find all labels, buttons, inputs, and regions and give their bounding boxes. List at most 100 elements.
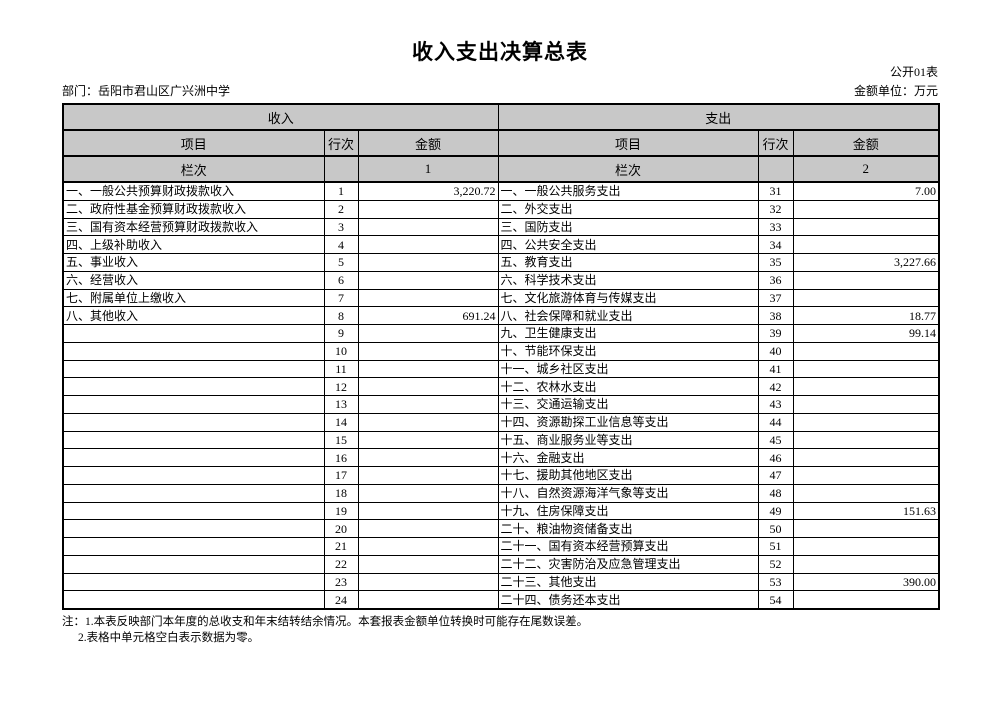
expense-amount-cell — [792, 554, 940, 574]
income-amount-cell — [357, 572, 499, 592]
expense-amount-cell — [792, 377, 940, 396]
income-item-cell — [62, 395, 325, 414]
table-row: 11 十一、城乡社区支出 41 — [62, 359, 940, 379]
expense-line-cell: 32 — [757, 199, 794, 219]
expense-section-header: 支出 — [497, 103, 940, 131]
income-amount-cell — [357, 217, 499, 237]
income-line-cell: 6 — [323, 270, 359, 290]
expense-item-cell: 十八、自然资源海洋气象等支出 — [497, 483, 759, 503]
table-row: 七、附属单位上缴收入 7 七、文化旅游体育与传媒支出 37 — [62, 288, 940, 308]
expense-line-cell: 48 — [757, 483, 794, 503]
income-line-cell: 4 — [323, 235, 359, 254]
expense-amount-cell — [792, 466, 940, 485]
section-header-row: 收入 支出 — [62, 103, 940, 131]
expense-amount-header: 金额 — [792, 129, 940, 157]
income-item-cell — [62, 501, 325, 521]
expense-amount-cell — [792, 590, 940, 610]
table-row: 三、国有资本经营预算财政拨款收入 3 三、国防支出 33 — [62, 217, 940, 237]
expense-line-cell: 51 — [757, 537, 794, 556]
table-row: 23 二十三、其他支出 53 390.00 — [62, 572, 940, 592]
income-line-cell: 17 — [323, 466, 359, 485]
income-item-cell — [62, 430, 325, 450]
expense-item-cell: 三、国防支出 — [497, 217, 759, 237]
expense-item-cell: 十、节能环保支出 — [497, 341, 759, 361]
income-line-cell: 11 — [323, 359, 359, 379]
income-amount-cell — [357, 537, 499, 556]
expense-item-cell: 十四、资源勘探工业信息等支出 — [497, 412, 759, 432]
expense-amount-cell: 99.14 — [792, 324, 940, 343]
expense-amount-cell — [792, 448, 940, 467]
income-line-cell: 10 — [323, 341, 359, 361]
income-index-label: 栏次 — [62, 155, 325, 183]
page-title: 收入支出决算总表 — [412, 40, 588, 64]
income-item-cell: 四、上级补助收入 — [62, 235, 325, 254]
expense-item-cell: 十六、金融支出 — [497, 448, 759, 467]
expense-line-cell: 44 — [757, 412, 794, 432]
income-item-cell — [62, 590, 325, 610]
income-item-cell — [62, 359, 325, 379]
income-amount-cell — [357, 501, 499, 521]
expense-line-cell: 43 — [757, 395, 794, 414]
department-label: 部门：岳阳市君山区广兴洲中学 — [62, 84, 231, 98]
expense-amount-cell: 390.00 — [792, 572, 940, 592]
income-amount-cell — [357, 341, 499, 361]
income-line-cell: 21 — [323, 537, 359, 556]
expense-amount-cell: 3,227.66 — [792, 253, 940, 272]
expense-amount-cell — [792, 359, 940, 379]
unit-label: 金额单位：万元 — [853, 84, 938, 98]
expense-line-cell: 42 — [757, 377, 794, 396]
expense-item-cell: 十二、农林水支出 — [497, 377, 759, 396]
expense-line-cell: 37 — [757, 288, 794, 308]
table-row: 15 十五、商业服务业等支出 45 — [62, 430, 940, 450]
expense-item-cell: 四、公共安全支出 — [497, 235, 759, 254]
table-row: 18 十八、自然资源海洋气象等支出 48 — [62, 483, 940, 503]
income-line-cell: 15 — [323, 430, 359, 450]
income-item-cell — [62, 519, 325, 538]
income-amount-cell — [357, 554, 499, 574]
income-line-cell: 23 — [323, 572, 359, 592]
table-row: 9 九、卫生健康支出 39 99.14 — [62, 324, 940, 343]
table-row: 14 十四、资源勘探工业信息等支出 44 — [62, 412, 940, 432]
income-item-cell: 五、事业收入 — [62, 253, 325, 272]
table-row: 八、其他收入 8 691.24 八、社会保障和就业支出 38 18.77 — [62, 306, 940, 325]
income-item-cell: 一、一般公共预算财政拨款收入 — [62, 181, 325, 201]
expense-item-cell: 六、科学技术支出 — [497, 270, 759, 290]
income-amount-cell — [357, 466, 499, 485]
expense-item-cell: 十五、商业服务业等支出 — [497, 430, 759, 450]
income-amount-cell — [357, 270, 499, 290]
income-line-header: 行次 — [323, 129, 359, 157]
income-line-cell: 1 — [323, 181, 359, 201]
expense-line-cell: 40 — [757, 341, 794, 361]
expense-amount-cell — [792, 519, 940, 538]
table-row: 四、上级补助收入 4 四、公共安全支出 34 — [62, 235, 940, 254]
table-row: 二、政府性基金预算财政拨款收入 2 二、外交支出 32 — [62, 199, 940, 219]
expense-item-cell: 十七、援助其他地区支出 — [497, 466, 759, 485]
footnote-1: 注：1.本表反映部门本年度的总收支和年末结转结余情况。本套报表金额单位转换时可能… — [62, 616, 589, 628]
expense-item-cell: 八、社会保障和就业支出 — [497, 306, 759, 325]
expense-index-blank — [757, 155, 794, 183]
expense-line-cell: 35 — [757, 253, 794, 272]
table-code-label: 公开01表 — [889, 65, 938, 79]
income-item-cell: 八、其他收入 — [62, 306, 325, 325]
expense-amount-cell — [792, 270, 940, 290]
income-amount-cell — [357, 412, 499, 432]
income-item-cell: 七、附属单位上缴收入 — [62, 288, 325, 308]
expense-amount-cell — [792, 412, 940, 432]
expense-item-cell: 九、卫生健康支出 — [497, 324, 759, 343]
expense-item-cell: 二十四、债务还本支出 — [497, 590, 759, 610]
expense-line-cell: 46 — [757, 448, 794, 467]
expense-item-cell: 二十、粮油物资储备支出 — [497, 519, 759, 538]
expense-line-cell: 31 — [757, 181, 794, 201]
income-index-value: 1 — [357, 155, 499, 183]
table-row: 21 二十一、国有资本经营预算支出 51 — [62, 537, 940, 556]
expense-item-cell: 二、外交支出 — [497, 199, 759, 219]
expense-line-cell: 54 — [757, 590, 794, 610]
income-line-cell: 2 — [323, 199, 359, 219]
expense-line-cell: 38 — [757, 306, 794, 325]
income-line-cell: 12 — [323, 377, 359, 396]
income-amount-cell — [357, 448, 499, 467]
expense-line-cell: 33 — [757, 217, 794, 237]
income-line-cell: 8 — [323, 306, 359, 325]
expense-amount-cell — [792, 537, 940, 556]
